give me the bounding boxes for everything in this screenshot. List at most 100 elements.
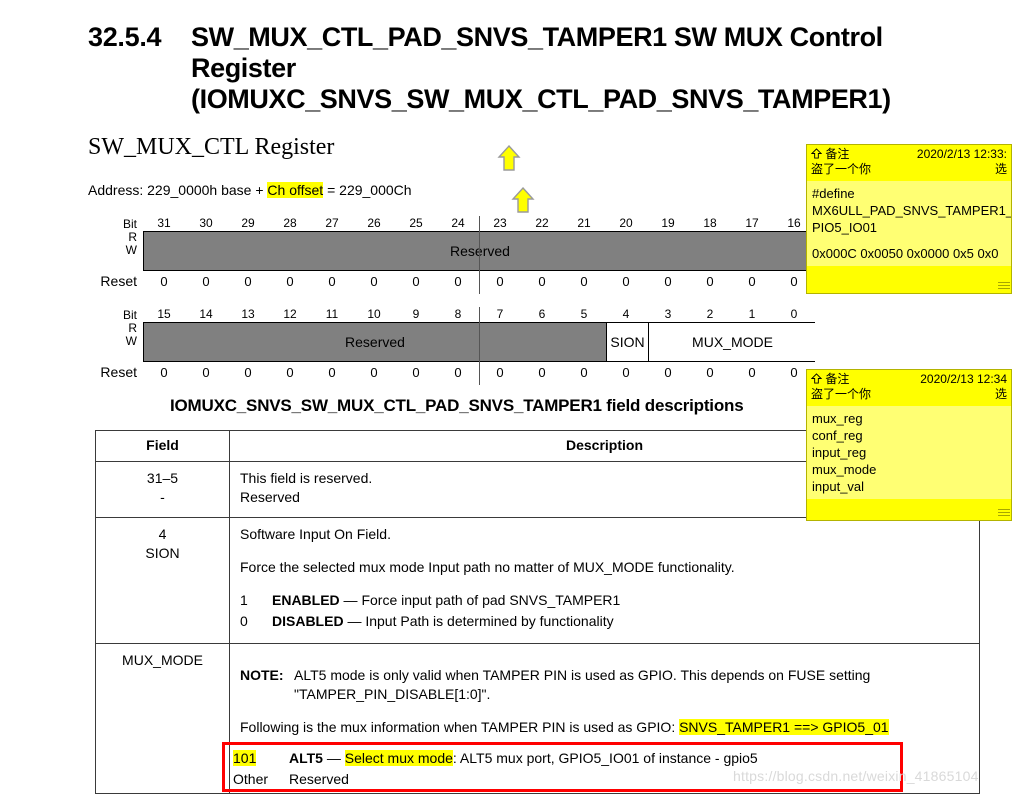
page-heading: 32.5.4 SW_MUX_CTL_PAD_SNVS_TAMPER1 SW MU… — [88, 22, 978, 115]
bit-number: 0 — [790, 307, 798, 321]
sticky-note-header-line1: 备注 2020/2/13 12:33: — [810, 147, 1007, 162]
other-row: Other Reserved — [233, 769, 900, 790]
bit-segment-sion: SION — [606, 323, 648, 361]
note-body-line: MX6ULL_PAD_SNVS_TAMPER1_ — [812, 203, 1012, 218]
write-label: W — [125, 243, 137, 257]
bit-number: 15 — [157, 307, 171, 321]
sticky-note-body[interactable]: mux_reg conf_reg input_reg mux_mode input_v… — [807, 406, 1011, 499]
bit-number: 24 — [451, 216, 465, 230]
note-title-label: 备注 — [825, 147, 850, 161]
up-arrow-icon — [810, 373, 823, 384]
byte-divider — [479, 307, 480, 385]
bit-number: 20 — [619, 216, 633, 230]
bit-number: 16 — [787, 216, 801, 230]
enum-text: ENABLED — Force input path of pad SNVS_T… — [272, 592, 621, 608]
sticky-note-header[interactable]: 备注 2020/2/13 12:33: 盗了一个你 选 — [807, 145, 1011, 181]
desc-line: Reserved — [240, 489, 300, 505]
field-descriptions-title: IOMUXC_SNVS_SW_MUX_CTL_PAD_SNVS_TAMPER1 … — [170, 396, 744, 415]
bit-segments: Reserved — [143, 231, 816, 271]
sticky-note-header-line1: 备注 2020/2/13 12:34 — [810, 372, 1007, 387]
note-body-line: input_reg — [812, 445, 867, 460]
spacer — [812, 236, 1007, 245]
alt5-row: 101 ALT5 — Select mux mode: ALT5 mux por… — [233, 748, 900, 769]
address-suffix: = 229_000Ch — [323, 182, 412, 198]
alt5-highlight-box: 101 ALT5 — Select mux mode: ALT5 mux por… — [222, 742, 903, 792]
reset-value: 0 — [244, 273, 252, 289]
sticky-note-top[interactable]: 备注 2020/2/13 12:33: 盗了一个你 选 #define MX6UL… — [806, 144, 1012, 294]
bit-field-diagram-high: Bit 31 30 29 28 27 26 25 24 23 22 21 20 19 18 17 16 R W… — [95, 214, 816, 294]
reset-value: 0 — [790, 273, 798, 289]
other-text: Reserved — [289, 771, 349, 787]
reset-value: 0 — [622, 364, 630, 380]
alt5-text: ALT5 — Select mux mode: ALT5 mux port, G… — [289, 748, 758, 769]
reset-row: Reset 0 0 0 0 0 0 0 0 0 0 0 0 0 0 0 0 — [95, 362, 815, 382]
note-body-line: conf_reg — [812, 428, 863, 443]
bit-number: 26 — [367, 216, 381, 230]
reset-value-cells: 0 0 0 0 0 0 0 0 0 0 0 0 0 0 0 0 — [143, 274, 815, 289]
bit-number: 1 — [748, 307, 756, 321]
read-label: R — [128, 230, 137, 244]
bit-number-row: Bit 31 30 29 28 27 26 25 24 23 22 21 20 19 18 17 16 — [95, 214, 815, 231]
heading-number: 32.5.4 — [88, 22, 162, 52]
bit-number: 25 — [409, 216, 423, 230]
sticky-note-header[interactable]: 备注 2020/2/13 12:34 盗了一个你 选 — [807, 370, 1011, 406]
note-timestamp: 2020/2/13 12:33: — [916, 147, 1007, 161]
page-title: SW_MUX_CTL_PAD_SNVS_TAMPER1 SW MUX Contr… — [191, 22, 891, 114]
reset-value: 0 — [370, 364, 378, 380]
bit-number: 6 — [538, 307, 546, 321]
bit-number: 22 — [535, 216, 549, 230]
read-label: R — [128, 321, 137, 335]
reset-value: 0 — [580, 273, 588, 289]
note-text: ALT5 mode is only valid when TAMPER PIN … — [294, 667, 871, 683]
reset-value: 0 — [328, 273, 336, 289]
desc-line: Software Input On Field. — [240, 526, 391, 542]
reset-row-label: Reset — [100, 364, 137, 380]
bit-number: 8 — [454, 307, 462, 321]
alt5-rest: : ALT5 mux port, GPIO5_IO01 of instance … — [452, 750, 758, 766]
bit-number: 13 — [241, 307, 255, 321]
bit-number: 28 — [283, 216, 297, 230]
field-name: - — [160, 489, 165, 505]
resize-handle-icon[interactable] — [998, 280, 1010, 292]
reset-value: 0 — [370, 273, 378, 289]
note-author: 盗了一个你 — [811, 387, 872, 401]
alt5-code: 101 — [233, 748, 289, 769]
bit-segment-reserved: Reserved — [144, 232, 816, 270]
note-action: 选 — [994, 387, 1007, 401]
bit-segment-mux_mode: MUX_MODE — [648, 323, 816, 361]
bit-number: 23 — [493, 216, 507, 230]
sticky-note-body[interactable]: #define MX6ULL_PAD_SNVS_TAMPER1_ PIO5_IO01… — [807, 181, 1011, 266]
bit-number-row: Bit 15 14 13 12 11 10 9 8 7 6 5 4 3 2 1 0 — [95, 305, 815, 322]
bit-row-label: Bit — [122, 217, 137, 231]
description-cell: NOTE: ALT5 mode is only valid when TAMPE… — [229, 643, 980, 794]
enum-key: 0 — [240, 613, 248, 629]
reset-value: 0 — [580, 364, 588, 380]
table-row: MUX_MODE NOTE: ALT5 mode is only valid w… — [95, 643, 980, 794]
reset-value: 0 — [706, 273, 714, 289]
bit-number: 12 — [283, 307, 297, 321]
reset-value: 0 — [622, 273, 630, 289]
reset-value: 0 — [664, 364, 672, 380]
reset-value-cells: 0 0 0 0 0 0 0 0 0 0 0 0 0 0 0 0 — [143, 365, 815, 380]
bit-row-label: Bit — [122, 308, 137, 322]
resize-handle-icon[interactable] — [998, 507, 1010, 519]
table-row: 4 SION Software Input On Field. Force th… — [95, 517, 980, 644]
mux-info-line: Following is the mux information when TA… — [240, 718, 971, 737]
bit-number: 21 — [577, 216, 591, 230]
sticky-note-header-line2: 盗了一个你 选 — [811, 387, 1007, 402]
note-body-line: 0x000C 0x0050 0x0000 0x5 0x0 — [812, 246, 999, 261]
byte-divider — [479, 216, 480, 294]
bit-number: 17 — [745, 216, 759, 230]
reset-value: 0 — [412, 364, 420, 380]
note-body-line: PIO5_IO01 — [812, 220, 878, 235]
note-timestamp: 2020/2/13 12:34 — [920, 372, 1007, 386]
reset-value: 0 — [664, 273, 672, 289]
sticky-note-bottom[interactable]: 备注 2020/2/13 12:34 盗了一个你 选 mux_reg conf_r… — [806, 369, 1012, 521]
field-bits: 4 — [158, 526, 167, 542]
note-body-line: input_val — [812, 479, 865, 494]
reset-value: 0 — [286, 364, 294, 380]
note-title: 备注 — [810, 372, 849, 387]
enum-key: 1 — [240, 592, 248, 608]
desc-line: This field is reserved. — [240, 470, 373, 486]
note-body-line: mux_reg — [812, 411, 863, 426]
